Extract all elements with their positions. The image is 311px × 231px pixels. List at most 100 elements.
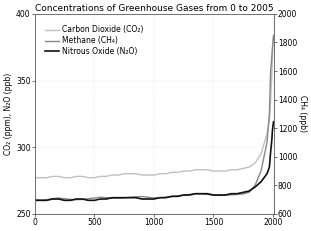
Nitrous Oxide (N₂O) (164, 196, 168, 199)
Methane (CH₄) (45, 198, 49, 201)
Methane (CH₄) (211, 194, 215, 197)
Methane (CH₄) (158, 196, 162, 199)
Methane (CH₄) (122, 197, 126, 199)
Methane (CH₄) (241, 193, 245, 195)
Methane (CH₄) (272, 34, 276, 37)
Methane (CH₄) (224, 194, 227, 197)
Methane (CH₄) (81, 198, 84, 201)
Carbon Dioxide (CO₂) (45, 176, 49, 179)
Nitrous Oxide (N₂O) (272, 120, 276, 123)
Carbon Dioxide (CO₂) (269, 99, 272, 102)
Nitrous Oxide (N₂O) (170, 195, 174, 198)
Carbon Dioxide (CO₂) (140, 174, 144, 176)
Nitrous Oxide (N₂O) (253, 186, 257, 188)
Methane (CH₄) (259, 170, 263, 172)
Methane (CH₄) (146, 196, 150, 199)
Nitrous Oxide (N₂O) (75, 198, 78, 201)
Methane (CH₄) (176, 195, 179, 197)
Line: Carbon Dioxide (CO₂): Carbon Dioxide (CO₂) (35, 36, 274, 178)
Nitrous Oxide (N₂O) (247, 190, 251, 192)
Nitrous Oxide (N₂O) (104, 198, 108, 201)
Methane (CH₄) (57, 197, 60, 199)
Methane (CH₄) (140, 195, 144, 198)
Nitrous Oxide (N₂O) (122, 196, 126, 199)
Nitrous Oxide (N₂O) (241, 191, 245, 194)
Carbon Dioxide (CO₂) (146, 174, 150, 176)
Carbon Dioxide (CO₂) (270, 73, 274, 75)
Carbon Dioxide (CO₂) (217, 170, 221, 173)
Carbon Dioxide (CO₂) (265, 132, 269, 135)
Nitrous Oxide (N₂O) (86, 199, 90, 202)
Nitrous Oxide (N₂O) (63, 199, 66, 202)
Carbon Dioxide (CO₂) (122, 172, 126, 175)
Carbon Dioxide (CO₂) (267, 119, 271, 122)
Nitrous Oxide (N₂O) (134, 196, 138, 199)
Methane (CH₄) (182, 194, 185, 197)
Title: Concentrations of Greenhouse Gases from 0 to 2005: Concentrations of Greenhouse Gases from … (35, 4, 273, 13)
Carbon Dioxide (CO₂) (57, 175, 60, 178)
Line: Methane (CH₄): Methane (CH₄) (35, 35, 274, 200)
Methane (CH₄) (217, 194, 221, 197)
Carbon Dioxide (CO₂) (152, 174, 156, 176)
Carbon Dioxide (CO₂) (33, 176, 37, 179)
Nitrous Oxide (N₂O) (158, 196, 162, 199)
Nitrous Oxide (N₂O) (98, 198, 102, 201)
Nitrous Oxide (N₂O) (188, 194, 192, 196)
Methane (CH₄) (69, 198, 72, 201)
Carbon Dioxide (CO₂) (194, 168, 197, 171)
Nitrous Oxide (N₂O) (230, 192, 233, 195)
Methane (CH₄) (271, 47, 274, 50)
Methane (CH₄) (235, 193, 239, 196)
Methane (CH₄) (267, 112, 271, 115)
Nitrous Oxide (N₂O) (182, 194, 185, 196)
Methane (CH₄) (206, 193, 209, 196)
Carbon Dioxide (CO₂) (247, 166, 251, 168)
Nitrous Oxide (N₂O) (194, 192, 197, 195)
Carbon Dioxide (CO₂) (69, 176, 72, 179)
Carbon Dioxide (CO₂) (51, 175, 54, 178)
Methane (CH₄) (110, 197, 114, 199)
Methane (CH₄) (116, 197, 120, 200)
Carbon Dioxide (CO₂) (230, 168, 233, 171)
Carbon Dioxide (CO₂) (63, 176, 66, 179)
Nitrous Oxide (N₂O) (176, 195, 179, 198)
Y-axis label: CH₄ (ppb): CH₄ (ppb) (298, 95, 307, 132)
Carbon Dioxide (CO₂) (128, 172, 132, 175)
Carbon Dioxide (CO₂) (134, 172, 138, 175)
Methane (CH₄) (170, 195, 174, 198)
Carbon Dioxide (CO₂) (104, 175, 108, 178)
Nitrous Oxide (N₂O) (128, 196, 132, 199)
Nitrous Oxide (N₂O) (200, 192, 203, 195)
Carbon Dioxide (CO₂) (253, 162, 257, 164)
Carbon Dioxide (CO₂) (182, 170, 185, 173)
Methane (CH₄) (230, 193, 233, 196)
Carbon Dioxide (CO₂) (158, 172, 162, 175)
Methane (CH₄) (63, 197, 66, 200)
Methane (CH₄) (269, 70, 272, 72)
Methane (CH₄) (152, 197, 156, 199)
Carbon Dioxide (CO₂) (75, 175, 78, 178)
Nitrous Oxide (N₂O) (110, 196, 114, 199)
Nitrous Oxide (N₂O) (69, 199, 72, 202)
Carbon Dioxide (CO₂) (170, 171, 174, 174)
Carbon Dioxide (CO₂) (81, 175, 84, 178)
Methane (CH₄) (134, 195, 138, 198)
Carbon Dioxide (CO₂) (272, 35, 276, 38)
Carbon Dioxide (CO₂) (241, 167, 245, 170)
Carbon Dioxide (CO₂) (224, 170, 227, 173)
Carbon Dioxide (CO₂) (211, 170, 215, 173)
Carbon Dioxide (CO₂) (86, 176, 90, 179)
Carbon Dioxide (CO₂) (271, 59, 274, 62)
Nitrous Oxide (N₂O) (152, 198, 156, 201)
Nitrous Oxide (N₂O) (265, 172, 269, 175)
Nitrous Oxide (N₂O) (224, 194, 227, 196)
Carbon Dioxide (CO₂) (110, 174, 114, 176)
Methane (CH₄) (86, 197, 90, 200)
Carbon Dioxide (CO₂) (164, 172, 168, 175)
Carbon Dioxide (CO₂) (98, 175, 102, 178)
Methane (CH₄) (200, 193, 203, 195)
Nitrous Oxide (N₂O) (92, 199, 96, 202)
Nitrous Oxide (N₂O) (81, 198, 84, 201)
Carbon Dioxide (CO₂) (259, 152, 263, 155)
Nitrous Oxide (N₂O) (217, 194, 221, 196)
